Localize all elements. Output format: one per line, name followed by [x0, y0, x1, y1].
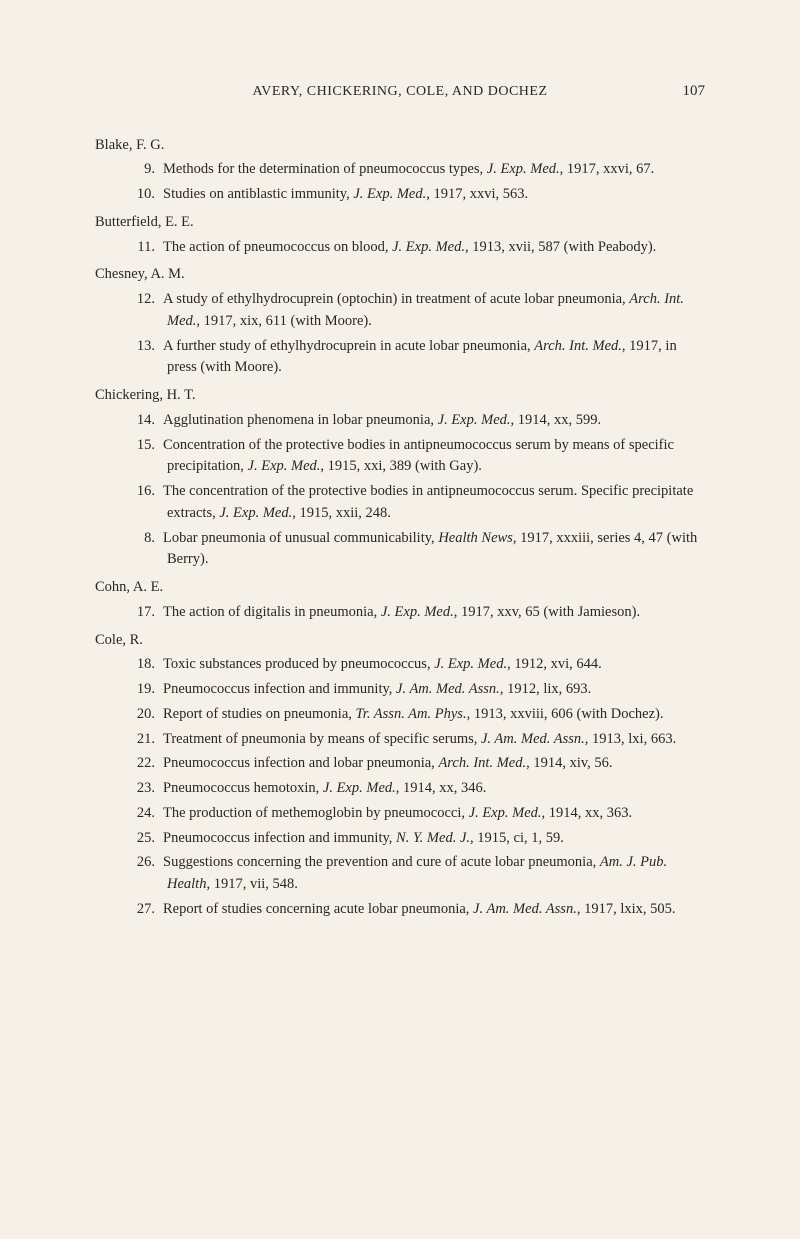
- entry-number: 21.: [129, 729, 155, 751]
- bibliography-content: Blake, F. G.9. Methods for the determinat…: [95, 135, 705, 921]
- author-block: Blake, F. G.9. Methods for the determinat…: [95, 135, 705, 206]
- author-name: Blake, F. G.: [95, 135, 705, 157]
- entry-number: 24.: [129, 803, 155, 825]
- bibliography-entry: 21. Treatment of pneumonia by means of sp…: [95, 729, 705, 751]
- entry-number: 20.: [129, 704, 155, 726]
- entry-number: 14.: [129, 410, 155, 432]
- entry-text: Agglutination phenomena in lobar pneumon…: [163, 412, 601, 428]
- bibliography-entry: 8. Lobar pneumonia of unusual communicabi…: [95, 528, 705, 572]
- entry-text: Studies on antiblastic immunity, J. Exp.…: [163, 186, 528, 202]
- bibliography-entry: 19. Pneumococcus infection and immunity, …: [95, 679, 705, 701]
- author-block: Chickering, H. T. 14. Agglutination phenom…: [95, 385, 705, 571]
- bibliography-entry: 11. The action of pneumococcus on blood, …: [95, 237, 705, 259]
- entry-text: The action of pneumococcus on blood, J. …: [163, 239, 656, 255]
- bibliography-entry: 20. Report of studies on pneumonia, Tr. A…: [95, 704, 705, 726]
- entry-number: 25.: [129, 828, 155, 850]
- bibliography-entry: 24. The production of methemoglobin by pn…: [95, 803, 705, 825]
- entry-number: 26.: [129, 852, 155, 874]
- entry-number: 22.: [129, 753, 155, 775]
- entry-text: Lobar pneumonia of unusual communicabili…: [163, 530, 697, 568]
- bibliography-entry: 15. Concentration of the protective bodie…: [95, 435, 705, 479]
- bibliography-entry: 16. The concentration of the protective b…: [95, 481, 705, 525]
- entry-number: 12.: [129, 289, 155, 311]
- entry-number: 19.: [129, 679, 155, 701]
- bibliography-entry: 13. A further study of ethylhydrocuprein …: [95, 336, 705, 380]
- bibliography-entry: 14. Agglutination phenomena in lobar pneu…: [95, 410, 705, 432]
- entry-text: A study of ethylhydrocuprein (optochin) …: [163, 291, 684, 329]
- entry-number: 23.: [129, 778, 155, 800]
- entry-text: Concentration of the protective bodies i…: [163, 437, 674, 475]
- entry-text: A further study of ethylhydrocuprein in …: [163, 338, 677, 376]
- author-name: Cohn, A. E.: [95, 577, 705, 599]
- author-name: Butterfield, E. E.: [95, 212, 705, 234]
- bibliography-entry: 10. Studies on antiblastic immunity, J. E…: [95, 184, 705, 206]
- entry-number: 13.: [129, 336, 155, 358]
- page-header: AVERY, CHICKERING, COLE, AND DOCHEZ 107: [95, 80, 705, 103]
- entry-number: 11.: [129, 237, 155, 259]
- entry-number: 16.: [129, 481, 155, 503]
- entry-text: Methods for the determination of pneumoc…: [163, 161, 654, 177]
- bibliography-entry: 27. Report of studies concerning acute lo…: [95, 899, 705, 921]
- bibliography-entry: 22. Pneumococcus infection and lobar pneu…: [95, 753, 705, 775]
- entry-number: 10.: [129, 184, 155, 206]
- bibliography-entry: 26. Suggestions concerning the prevention…: [95, 852, 705, 896]
- entry-text: Pneumococcus infection and immunity, J. …: [163, 681, 591, 697]
- entry-text: Suggestions concerning the prevention an…: [163, 854, 667, 892]
- author-block: Cohn, A. E. 17. The action of digitalis in…: [95, 577, 705, 624]
- author-name: Cole, R.: [95, 630, 705, 652]
- bibliography-entry: 18. Toxic substances produced by pneumoco…: [95, 654, 705, 676]
- entry-text: Toxic substances produced by pneumococcu…: [163, 656, 602, 672]
- bibliography-entry: 17. The action of digitalis in pneumonia,…: [95, 602, 705, 624]
- entry-text: Pneumococcus infection and lobar pneumon…: [163, 755, 613, 771]
- bibliography-entry: 25. Pneumococcus infection and immunity, …: [95, 828, 705, 850]
- running-title: AVERY, CHICKERING, COLE, AND DOCHEZ: [135, 81, 665, 102]
- author-block: Cole, R.18. Toxic substances produced by …: [95, 630, 705, 921]
- entry-text: The concentration of the protective bodi…: [163, 483, 693, 521]
- page-number: 107: [665, 80, 705, 103]
- entry-number: 17.: [129, 602, 155, 624]
- entry-number: 18.: [129, 654, 155, 676]
- entry-text: Report of studies concerning acute lobar…: [163, 901, 676, 917]
- entry-text: Report of studies on pneumonia, Tr. Assn…: [163, 706, 664, 722]
- entry-text: Treatment of pneumonia by means of speci…: [163, 731, 676, 747]
- bibliography-entry: 12. A study of ethylhydrocuprein (optochi…: [95, 289, 705, 333]
- entry-number: 27.: [129, 899, 155, 921]
- entry-number: 8.: [129, 528, 155, 550]
- entry-number: 15.: [129, 435, 155, 457]
- entry-text: The action of digitalis in pneumonia, J.…: [163, 604, 640, 620]
- entry-text: Pneumococcus infection and immunity, N. …: [163, 830, 564, 846]
- author-block: Butterfield, E. E. 11. The action of pneum…: [95, 212, 705, 259]
- entry-text: The production of methemoglobin by pneum…: [163, 805, 632, 821]
- author-block: Chesney, A. M. 12. A study of ethylhydrocu…: [95, 264, 705, 379]
- bibliography-entry: 9. Methods for the determination of pneum…: [95, 159, 705, 181]
- author-name: Chickering, H. T.: [95, 385, 705, 407]
- entry-text: Pneumococcus hemotoxin, J. Exp. Med., 19…: [163, 780, 486, 796]
- entry-number: 9.: [129, 159, 155, 181]
- bibliography-entry: 23. Pneumococcus hemotoxin, J. Exp. Med.,…: [95, 778, 705, 800]
- author-name: Chesney, A. M.: [95, 264, 705, 286]
